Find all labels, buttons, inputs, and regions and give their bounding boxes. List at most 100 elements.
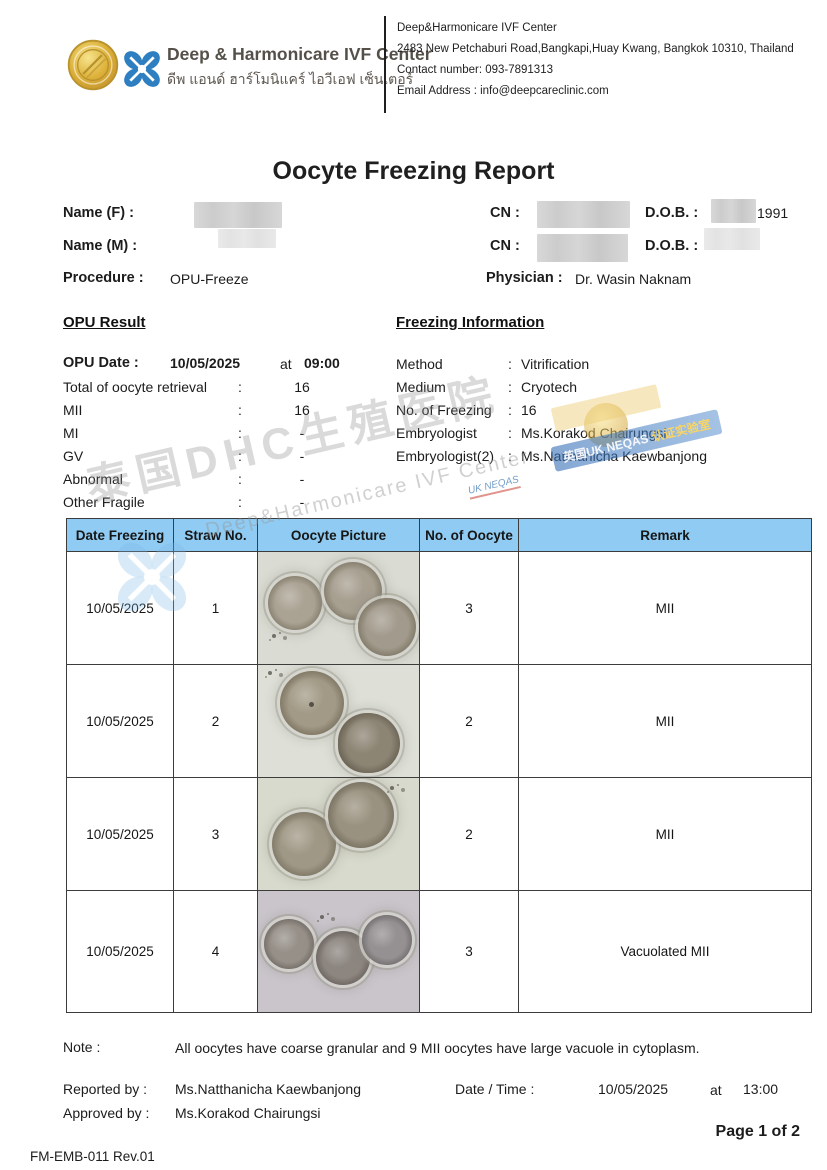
cell-date: 10/05/2025 [66, 664, 174, 778]
address-line: 2483 New Petchaburi Road,Bangkapi,Huay K… [397, 43, 794, 55]
form-code: FM-EMB-011 Rev.01 [30, 1149, 155, 1164]
colon: : [508, 356, 512, 372]
oocyte-photo [258, 891, 419, 1012]
colon: : [508, 448, 512, 464]
redacted-name-f [194, 202, 282, 228]
opu-row-label: MI [63, 425, 79, 441]
cell-oocyte-picture [257, 890, 420, 1013]
address-line: Deep&Harmonicare IVF Center [397, 22, 557, 34]
table-row: 10/05/2025 1 3 MII [66, 551, 812, 665]
freezing-row-value: Vitrification [521, 356, 590, 372]
cell-oocyte-picture [257, 777, 420, 891]
reported-by-value: Ms.Natthanicha Kaewbanjong [175, 1081, 362, 1097]
address-line: Contact number: 093-7891313 [397, 64, 553, 76]
cell-remark: MII [518, 664, 812, 778]
cell-oocyte-picture [257, 551, 420, 665]
freezing-row-label: Embryologist [396, 425, 477, 441]
note-text: All oocytes have coarse granular and 9 M… [175, 1040, 700, 1056]
col-header-no-of-oocyte: No. of Oocyte [419, 518, 519, 552]
colon: : [238, 448, 242, 464]
colon: : [238, 471, 242, 487]
dob-label-2: D.O.B. : [645, 238, 699, 254]
footer-date-value: 10/05/2025 [598, 1081, 669, 1097]
cn-label-1: CN : [490, 205, 520, 221]
physician-label: Physician : [486, 270, 563, 286]
col-header-remark: Remark [518, 518, 812, 552]
approved-by-value: Ms.Korakod Chairungsi [175, 1105, 321, 1121]
footer-time-value: 13:00 [743, 1081, 779, 1097]
freezing-table: Date Freezing Straw No. Oocyte Picture N… [66, 518, 812, 1013]
freezing-row-value: Ms.Natthanicha Kaewbanjong [521, 448, 708, 464]
opu-time-value: 09:00 [304, 355, 340, 371]
cell-straw-no: 4 [173, 890, 258, 1013]
col-header-oocyte-picture: Oocyte Picture [257, 518, 420, 552]
redacted-name-f-2 [218, 229, 276, 248]
opu-row-value: - [299, 471, 305, 487]
oocyte [268, 576, 322, 630]
gold-coin-logo-icon [67, 39, 119, 91]
colon: : [238, 494, 242, 510]
procedure-value: OPU-Freeze [170, 271, 249, 287]
page-number: Page 1 of 2 [715, 1123, 800, 1140]
oocyte-photo [258, 778, 419, 890]
reported-by-label: Reported by : [63, 1081, 148, 1097]
redacted-cn-1 [537, 201, 630, 228]
opu-row-label: GV [63, 448, 84, 464]
opu-at-label: at [280, 356, 292, 372]
freezing-row-label: Embryologist(2) [396, 448, 495, 464]
table-header-row: Date Freezing Straw No. Oocyte Picture N… [66, 518, 812, 552]
approved-by-label: Approved by : [63, 1105, 150, 1121]
colon: : [508, 425, 512, 441]
oocyte [316, 931, 370, 985]
datetime-label: Date / Time : [455, 1081, 535, 1097]
debris-particles [320, 915, 324, 919]
oocyte-photo [258, 665, 419, 777]
freezing-row-value: Cryotech [521, 379, 578, 395]
debris-particles [272, 634, 276, 638]
table-row: 10/05/2025 2 2 MII [66, 664, 812, 778]
cell-date: 10/05/2025 [66, 551, 174, 665]
cell-remark: MII [518, 551, 812, 665]
opu-row-label: MII [63, 402, 83, 418]
colon: : [238, 425, 242, 441]
cell-straw-no: 1 [173, 551, 258, 665]
freezing-row-value: 16 [521, 402, 537, 418]
freezing-row-label: Method [396, 356, 443, 372]
redacted-cn-2 [537, 234, 628, 262]
clinic-name-thai: ดีพ แอนด์ ฮาร์โมนิแคร์ ไอวีเอฟ เซ็นเตอร์ [167, 71, 414, 87]
opu-row-value: - [299, 425, 305, 441]
physician-value: Dr. Wasin Naknam [575, 271, 692, 287]
freezing-row-value: Ms.Korakod Chairungsi [521, 425, 667, 441]
freezing-row-label: No. of Freezing [396, 402, 492, 418]
debris-particles [390, 786, 394, 790]
opu-row-value: - [299, 494, 305, 510]
cell-straw-no: 3 [173, 777, 258, 891]
oocyte [362, 915, 412, 965]
cell-no-of-oocyte: 2 [419, 777, 519, 891]
footer-at-label: at [710, 1082, 722, 1098]
oocyte [358, 598, 416, 656]
opu-row-value: 16 [294, 379, 310, 395]
cell-straw-no: 2 [173, 664, 258, 778]
cell-date: 10/05/2025 [66, 890, 174, 1013]
cn-label-2: CN : [490, 238, 520, 254]
clinic-name-english: Deep & Harmonicare IVF Center [167, 44, 432, 64]
address-line: Email Address : info@deepcareclinic.com [397, 85, 609, 97]
note-label: Note : [63, 1039, 101, 1055]
cell-remark: MII [518, 777, 812, 891]
colon: : [508, 402, 512, 418]
oocyte-center-dot [309, 701, 315, 707]
dob-label-1: D.O.B. : [645, 205, 699, 221]
cell-remark: Vacuolated MII [518, 890, 812, 1013]
opu-row-value: 16 [294, 402, 310, 418]
cell-oocyte-picture [257, 664, 420, 778]
cell-no-of-oocyte: 2 [419, 664, 519, 778]
oocyte [272, 812, 336, 876]
cell-no-of-oocyte: 3 [419, 890, 519, 1013]
oocyte [264, 919, 314, 969]
colon: : [238, 379, 242, 395]
clover-logo-icon [124, 51, 160, 87]
cell-date: 10/05/2025 [66, 777, 174, 891]
page-title: Oocyte Freezing Report [272, 157, 555, 185]
